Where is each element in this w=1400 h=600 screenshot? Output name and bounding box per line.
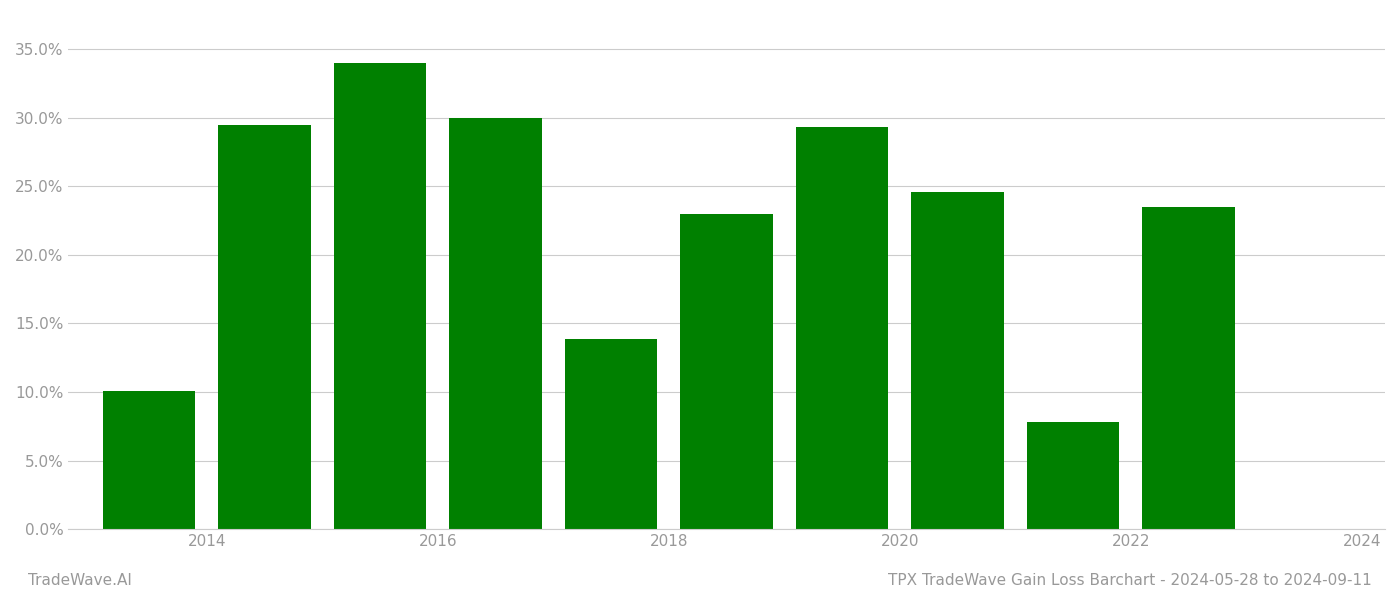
- Bar: [680, 214, 773, 529]
- Bar: [911, 192, 1004, 529]
- Text: TradeWave.AI: TradeWave.AI: [28, 573, 132, 588]
- Bar: [218, 125, 311, 529]
- Bar: [1142, 207, 1235, 529]
- Bar: [566, 338, 657, 529]
- Bar: [449, 118, 542, 529]
- Text: TPX TradeWave Gain Loss Barchart - 2024-05-28 to 2024-09-11: TPX TradeWave Gain Loss Barchart - 2024-…: [888, 573, 1372, 588]
- Bar: [104, 391, 196, 529]
- Bar: [795, 127, 888, 529]
- Bar: [1026, 422, 1119, 529]
- Bar: [335, 63, 427, 529]
